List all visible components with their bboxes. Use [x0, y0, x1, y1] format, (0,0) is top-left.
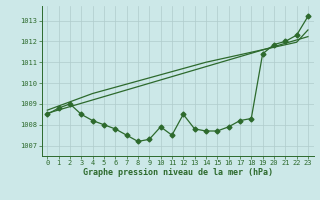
X-axis label: Graphe pression niveau de la mer (hPa): Graphe pression niveau de la mer (hPa): [83, 168, 273, 177]
